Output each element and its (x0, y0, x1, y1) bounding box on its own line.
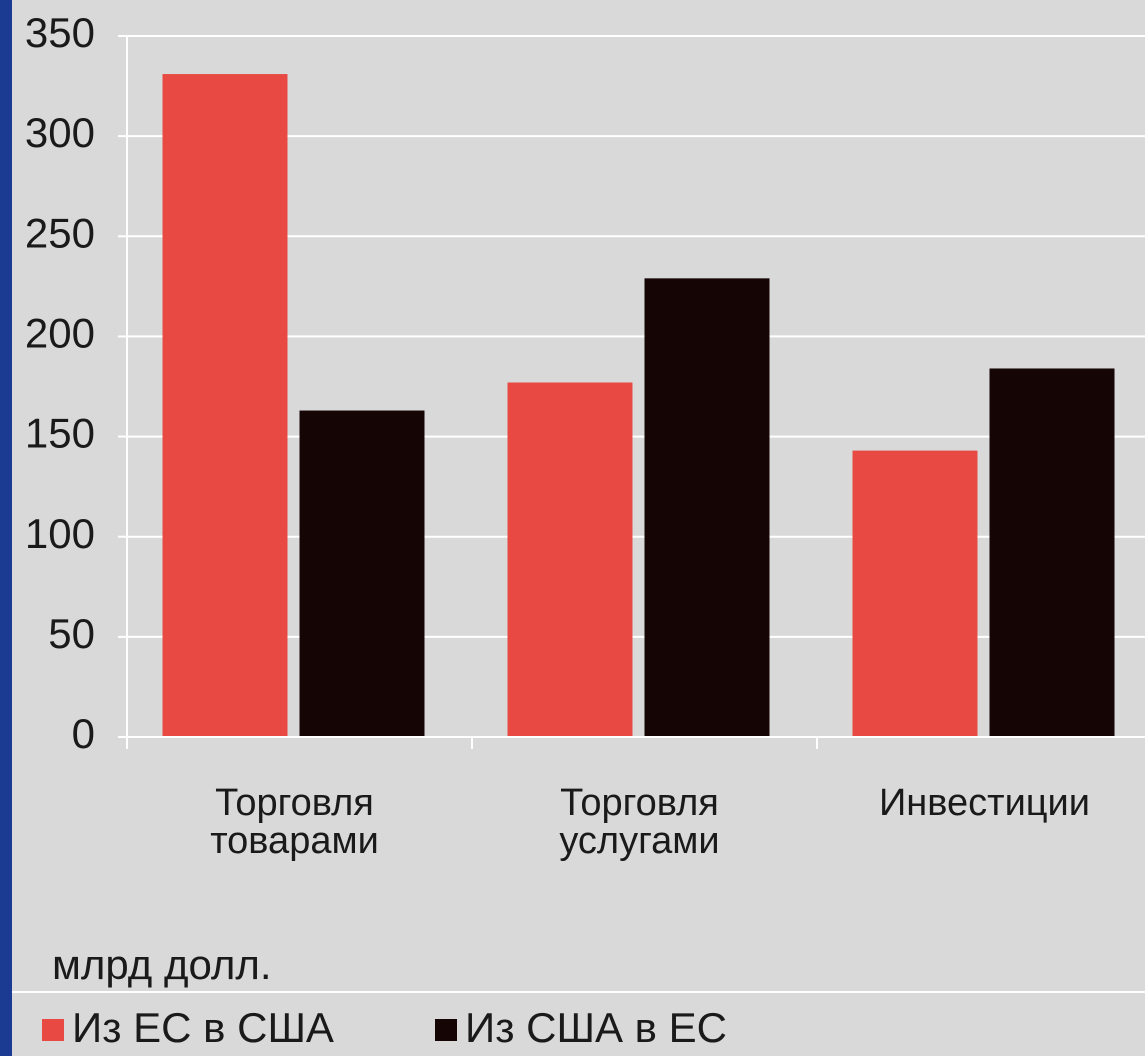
x-tick-label: Инвестиции (879, 782, 1090, 824)
bar (644, 278, 770, 737)
x-tick-label: Торговля товарами (210, 782, 379, 862)
bar (989, 368, 1115, 737)
y-tick-label: 50 (48, 610, 95, 657)
unit-label: млрд долл. (52, 941, 272, 988)
bar (507, 382, 633, 737)
legend-swatch (42, 1019, 64, 1041)
y-tick-label: 200 (25, 310, 95, 357)
y-tick-label: 0 (72, 710, 95, 757)
y-tick-label: 100 (25, 510, 95, 557)
x-tick-label: Торговля услугами (559, 782, 719, 862)
y-tick-label: 150 (25, 410, 95, 457)
legend-label: Из США в ЕС (465, 1004, 727, 1051)
side-strip (0, 0, 12, 1056)
legend-label: Из ЕС в США (72, 1004, 334, 1051)
bar (162, 74, 288, 738)
y-tick-label: 300 (25, 109, 95, 156)
legend-swatch (435, 1019, 457, 1041)
bar (299, 410, 425, 737)
y-tick-label: 350 (25, 9, 95, 56)
bar (852, 450, 978, 737)
y-tick-label: 250 (25, 209, 95, 256)
